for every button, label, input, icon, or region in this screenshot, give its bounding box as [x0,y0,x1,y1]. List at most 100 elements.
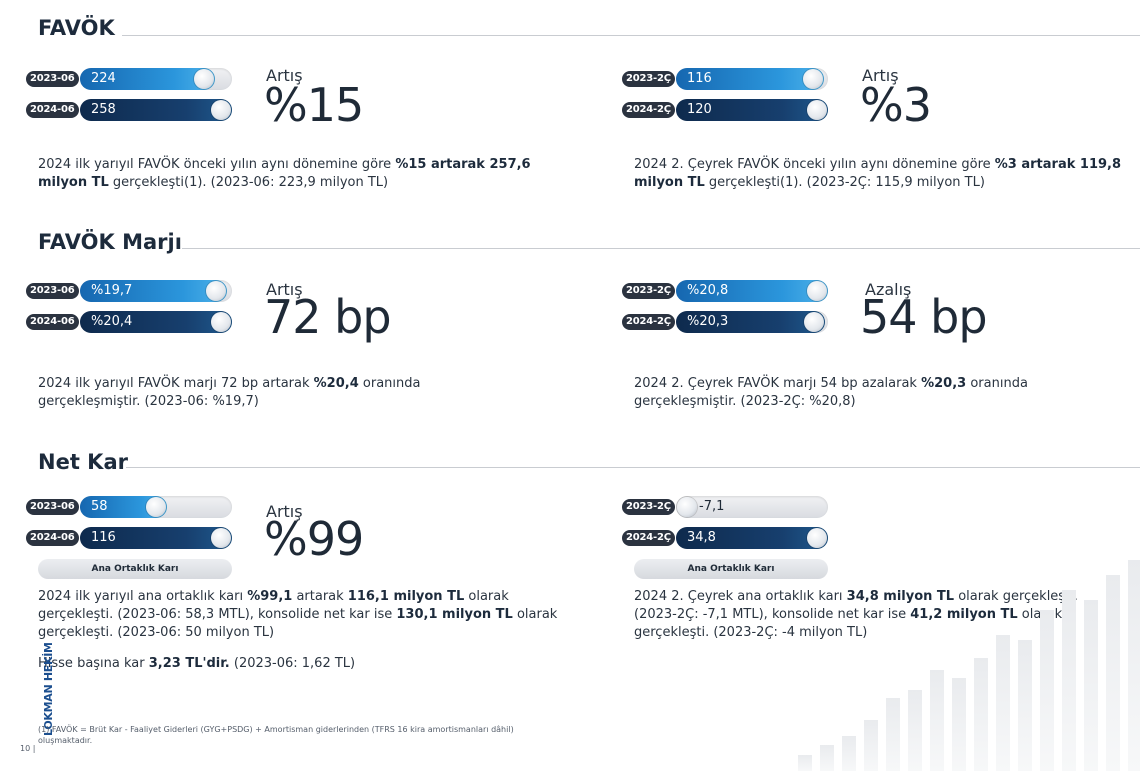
bar-value: 120 [687,102,712,117]
bar-knob [194,69,214,89]
bar-row: 2023-06 224 [26,68,232,90]
change-label: Azalış [865,280,912,299]
period-badge: 2024-06 [26,102,79,118]
bar-value: 258 [91,102,116,117]
description: 2024 2. Çeyrek FAVÖK önceki yılın aynı d… [634,157,1122,190]
bar-row: 2024-06 %20,4 [26,311,232,333]
bar-value: 34,8 [687,530,716,545]
bar-fill [80,99,232,121]
bar-knob [211,312,231,332]
bar-value: 224 [91,71,116,86]
section-divider [122,35,1140,36]
ana-ortaklik-kari-label: Ana Ortaklık Karı [634,559,828,579]
bar-track: 224 [80,68,232,90]
bar-track: 258 [80,99,232,121]
period-badge: 2024-06 [26,314,79,330]
bar-row: 2023-2Ç %20,8 [622,280,828,302]
eps-text: Hisse başına kar 3,23 TL'dir. (2023-06: … [38,656,356,671]
bar-knob [804,312,824,332]
period-badge: 2023-2Ç [622,283,675,299]
brand-name: LOKMAN HEKİM [42,642,55,736]
bar-track: 116 [676,68,828,90]
bar-fill [80,527,232,549]
bar-knob [211,100,231,120]
period-badge: 2024-06 [26,530,79,546]
bar-track: 34,8 [676,527,828,549]
footnote: (1) FAVÖK = Brüt Kar - Faaliyet Giderler… [38,725,514,745]
bar-knob [807,528,827,548]
bar-value: -7,1 [699,499,725,514]
bar-knob [807,281,827,301]
bar-track: 58 [80,496,232,518]
bar-knob [807,100,827,120]
bar-row: 2023-06 58 [26,496,232,518]
bar-row: 2024-2Ç 120 [622,99,828,121]
change-label: Artış [266,280,303,299]
bar-row: 2024-2Ç 34,8 [622,527,828,549]
change-value: 72 bp [264,290,392,344]
period-badge: 2024-2Ç [622,314,675,330]
bar-fill [676,68,824,90]
bar-row: 2023-2Ç -7,1 [622,496,828,518]
bar-fill [80,68,215,90]
bar-knob [211,528,231,548]
bar-row: 2024-2Ç %20,3 [622,311,828,333]
bar-knob [677,497,697,517]
bar-track: %20,3 [676,311,828,333]
period-badge: 2024-2Ç [622,102,675,118]
period-badge: 2023-2Ç [622,499,675,515]
bar-value: %20,3 [687,314,729,329]
bar-fill [80,280,227,302]
bar-value: 58 [91,499,108,514]
bar-knob [803,69,823,89]
bar-value: %20,8 [687,283,729,298]
change-value: 54 bp [860,290,988,344]
bar-track: 116 [80,527,232,549]
bar-fill [676,311,825,333]
period-badge: 2023-06 [26,499,79,515]
section-title-margin: FAVÖK Marjı [38,230,182,254]
bar-row: 2023-06 %19,7 [26,280,232,302]
decorative-bars-graphic [798,560,1140,771]
bar-row: 2023-2Ç 116 [622,68,828,90]
ana-ortaklik-kari-label: Ana Ortaklık Karı [38,559,232,579]
bar-track: %20,8 [676,280,828,302]
period-badge: 2023-06 [26,283,79,299]
bar-value: 116 [91,530,116,545]
change-label: Artış [266,66,303,85]
bar-fill [676,280,828,302]
section-title-favok: FAVÖK [38,16,115,40]
bar-fill [676,527,828,549]
period-badge: 2024-2Ç [622,530,675,546]
section-divider [182,248,1140,249]
lokman-hekim-logo: LOKMAN HEKİM [12,618,55,736]
bar-value: 116 [687,71,712,86]
bar-fill [80,496,167,518]
bar-track: -7,1 [676,496,828,518]
description: 2024 2. Çeyrek FAVÖK marjı 54 bp azalara… [634,376,1028,409]
bar-row: 2024-06 258 [26,99,232,121]
section-title-netkar: Net Kar [38,450,128,474]
change-label: Artış [862,66,899,85]
change-value: %15 [264,78,364,132]
bar-value: %19,7 [91,283,133,298]
change-value: %3 [860,78,932,132]
change-label: Artış [266,502,303,521]
page-number: 10 | [20,744,36,753]
description: 2024 ilk yarıyıl ana ortaklık karı %99,1… [38,589,558,640]
section-divider [126,467,1140,468]
bar-track: %19,7 [80,280,232,302]
bar-row: 2024-06 116 [26,527,232,549]
bar-knob [206,281,226,301]
bar-track: 120 [676,99,828,121]
period-badge: 2023-06 [26,71,79,87]
description: 2024 ilk yarıyıl FAVÖK marjı 72 bp artar… [38,376,421,409]
change-value: %99 [264,512,364,566]
bar-value: %20,4 [91,314,133,329]
bar-fill [676,99,828,121]
bar-knob [146,497,166,517]
period-badge: 2023-2Ç [622,71,675,87]
description: 2024 ilk yarıyıl FAVÖK önceki yılın aynı… [38,157,531,190]
bar-track: %20,4 [80,311,232,333]
bar-fill [80,311,232,333]
